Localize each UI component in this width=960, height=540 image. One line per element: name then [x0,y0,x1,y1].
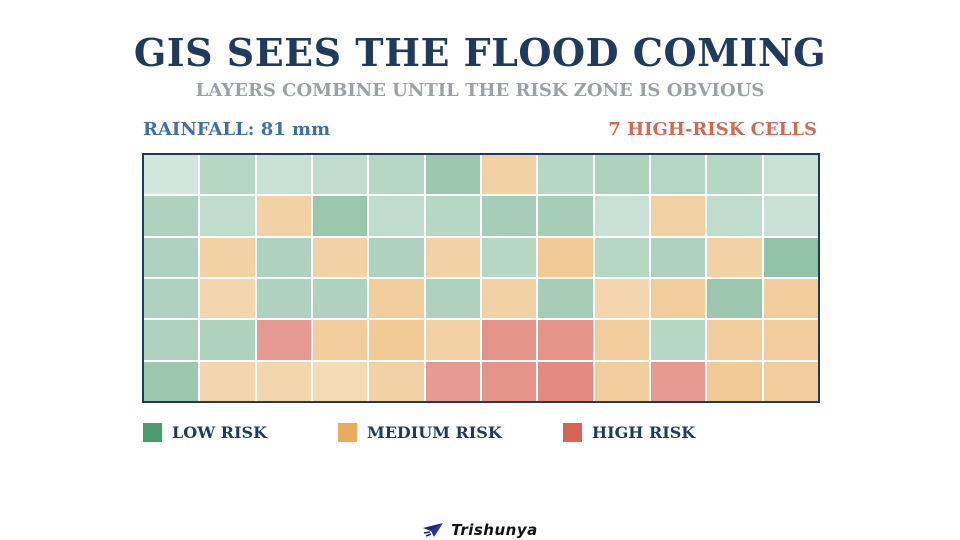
grid-cell-medium [369,320,424,360]
grid-cell-medium [481,278,537,319]
grid-cell-medium [538,237,593,277]
grid-cell-medium [763,278,818,319]
grid-cell-low [481,237,537,277]
grid-cell-high [538,320,593,360]
grid-cell-low [200,196,255,236]
grid-cell-medium [369,278,424,319]
grid-cell-medium [650,278,706,319]
grid-cell-medium [763,361,818,401]
grid-cell-low [481,196,537,236]
grid-cell-low [200,155,255,195]
legend-label-low: LOW RISK [172,422,267,442]
grid-cell-high [538,361,593,401]
grid-cell-low [200,320,255,360]
grid-cell-low [312,196,368,236]
grid-cell-low [538,196,593,236]
grid-cell-low [256,278,311,319]
legend-swatch-medium [338,422,357,442]
grid-cell-high [481,320,537,360]
grid-cell-low [312,155,368,195]
rainfall-readout: RAINFALL: 81 mm [143,119,331,140]
grid-cell-low [707,196,762,236]
grid-cell-medium [312,361,368,401]
grid-cell-low [144,320,199,360]
grid-cell-low [369,237,424,277]
grid-cell-medium [707,361,762,401]
grid-cell-medium [312,320,368,360]
grid-cell-medium [594,278,649,319]
grid-cell-low [650,320,706,360]
grid-cell-high [256,320,311,360]
grid-cell-medium [425,320,480,360]
grid-cell-low [369,155,424,195]
grid-cell-high [481,361,537,401]
grid-cell-low [594,155,649,195]
grid-cell-low [369,196,424,236]
grid-cell-medium [200,361,255,401]
grid-cell-medium [707,237,762,277]
grid-cell-medium [369,361,424,401]
grid-cell-medium [650,196,706,236]
grid-cell-medium [594,361,649,401]
grid-cell-medium [481,155,537,195]
grid-cell-low [425,278,480,319]
grid-cell-low [312,278,368,319]
grid-cell-medium [425,237,480,277]
grid-cell-low [763,155,818,195]
grid-cell-low [144,196,199,236]
grid-cell-medium [256,196,311,236]
legend-swatch-high [563,422,582,442]
grid-cell-low [650,237,706,277]
grid-cell-low [538,155,593,195]
grid-cell-low [425,155,480,195]
grid-cell-low [144,155,199,195]
grid-cell-low [763,237,818,277]
grid-cell-medium [200,278,255,319]
page-title: GIS SEES THE FLOOD COMING [133,30,827,75]
grid-cell-medium [312,237,368,277]
paper-plane-icon [423,523,444,537]
risk-grid [142,153,820,403]
grid-cell-medium [594,320,649,360]
grid-cell-medium [763,320,818,360]
grid-cell-medium [200,237,255,277]
grid-cell-low [594,237,649,277]
grid-cell-low [707,278,762,319]
brand: Trishunya [0,521,960,539]
grid-cell-low [256,237,311,277]
grid-cell-high [425,361,480,401]
grid-cell-low [144,237,199,277]
grid-cell-low [256,155,311,195]
legend-item-medium: MEDIUM RISK [338,422,502,442]
grid-cell-low [425,196,480,236]
brand-name: Trishunya [451,521,538,539]
grid-cell-low [650,155,706,195]
grid-cell-low [538,278,593,319]
grid-cell-high [650,361,706,401]
grid-cell-medium [256,361,311,401]
high-risk-count: 7 HIGH-RISK CELLS [608,119,817,140]
legend-item-low: LOW RISK [143,422,267,442]
grid-cell-low [763,196,818,236]
grid-cell-low [707,155,762,195]
grid-cell-low [144,278,199,319]
legend-label-high: HIGH RISK [592,422,696,442]
grid-cell-low [144,361,199,401]
grid-cell-medium [707,320,762,360]
legend-swatch-low [143,422,162,442]
legend-label-medium: MEDIUM RISK [367,422,502,442]
legend-item-high: HIGH RISK [563,422,695,442]
grid-cell-low [594,196,649,236]
page-subtitle: LAYERS COMBINE UNTIL THE RISK ZONE IS OB… [195,80,765,101]
